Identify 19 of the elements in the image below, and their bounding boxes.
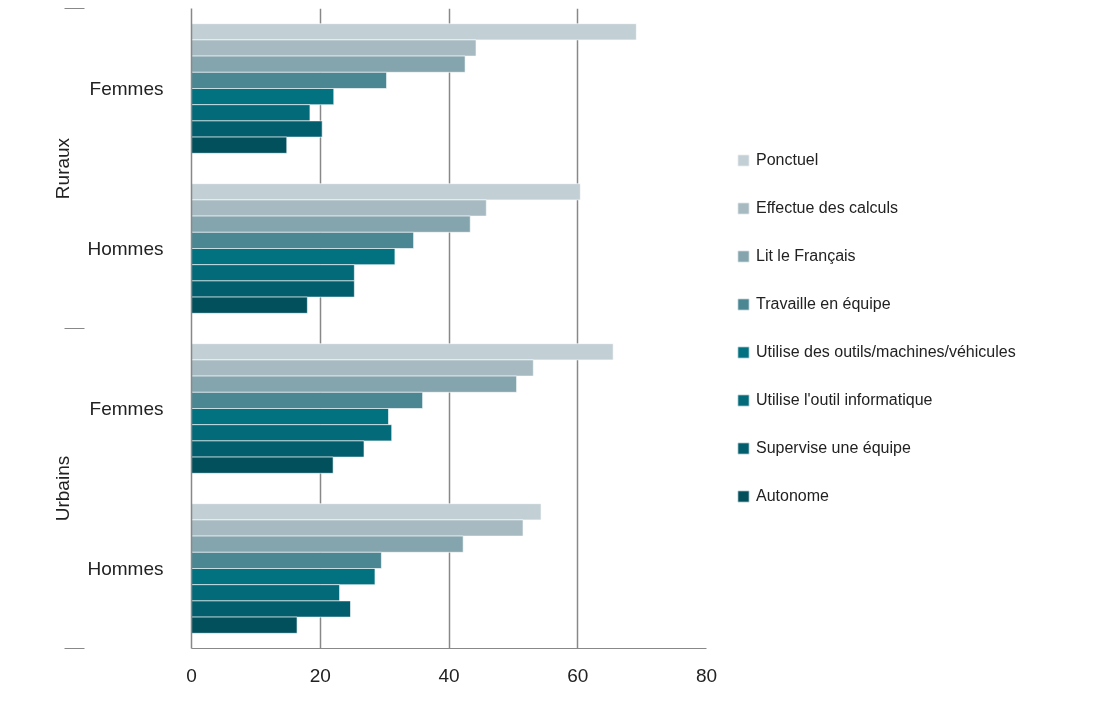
legend-label: Ponctuel	[756, 151, 819, 169]
x-tick-label: 20	[309, 664, 331, 686]
text: Urbains	[51, 455, 73, 522]
y-tick-label: Femmes	[89, 78, 164, 99]
y-tick-label: Femmes	[89, 398, 164, 419]
legend-label: Autonome	[756, 487, 829, 505]
x-tick-label: 0	[186, 664, 197, 686]
x-tick-label: 80	[695, 664, 718, 686]
legend-label: Utilise l'outil informatique	[756, 391, 933, 409]
legend-label: Travaille en équipe	[756, 295, 891, 313]
legend-label: Effectue des calculs	[756, 199, 899, 217]
legend-label: Supervise une équipe	[756, 439, 911, 457]
legend-label: Utilise des outils/machines/véhicules	[756, 343, 1016, 361]
y-tick-label: Hommes	[87, 238, 164, 259]
x-tick-label: 40	[438, 664, 460, 686]
text: Ruraux	[51, 137, 73, 200]
y-tick-label: Hommes	[87, 558, 164, 579]
x-tick-label: 60	[567, 664, 589, 686]
legend-label: Lit le Français	[756, 247, 856, 265]
